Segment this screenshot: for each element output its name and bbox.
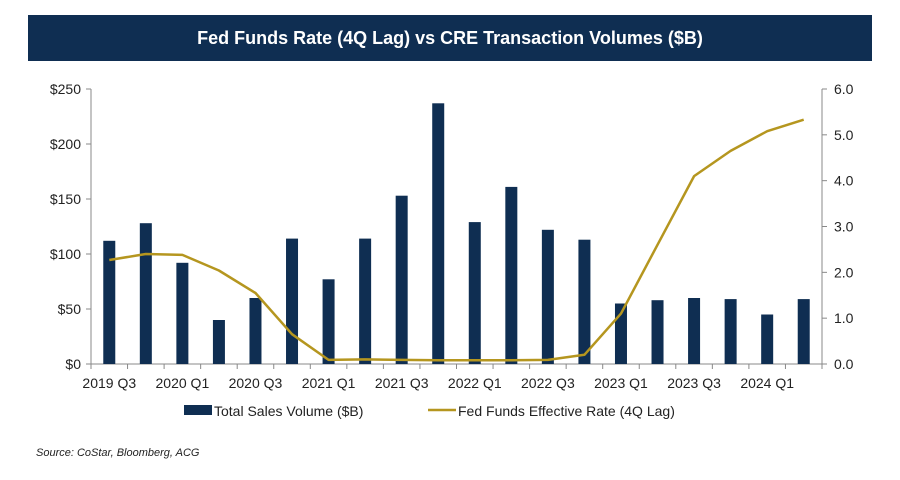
bar-total-sales-volume [176, 262, 189, 364]
bar-total-sales-volume [359, 238, 372, 364]
legend-swatch-total-sales-volume [184, 405, 212, 415]
source-note: Source: CoStar, Bloomberg, ACG [36, 447, 200, 459]
x-tick-label: 2022 Q1 [448, 375, 502, 391]
x-tick-label: 2024 Q1 [740, 375, 794, 391]
bar-total-sales-volume [505, 186, 518, 364]
x-tick-label: 2023 Q3 [667, 375, 721, 391]
x-tick-label: 2021 Q1 [302, 375, 356, 391]
y-left-tick-label: $100 [50, 246, 81, 262]
legend-label-total-sales-volume: Total Sales Volume ($B) [214, 403, 363, 419]
bar-total-sales-volume [651, 300, 664, 364]
x-tick-label: 2023 Q1 [594, 375, 648, 391]
y-right-tick-label: 3.0 [834, 219, 854, 235]
x-tick-label: 2019 Q3 [82, 375, 136, 391]
y-right-tick-label: 0.0 [834, 356, 854, 372]
bar-total-sales-volume [724, 299, 737, 364]
bar-total-sales-volume [286, 238, 299, 364]
y-left-tick-label: $150 [50, 191, 81, 207]
bar-total-sales-volume [432, 103, 445, 365]
bar-total-sales-volume [797, 299, 810, 364]
y-left-tick-label: $50 [58, 301, 82, 317]
bar-total-sales-volume [212, 320, 225, 364]
y-right-tick-label: 4.0 [834, 173, 854, 189]
x-tick-label: 2020 Q1 [156, 375, 210, 391]
x-tick-label: 2021 Q3 [375, 375, 429, 391]
bar-total-sales-volume [761, 314, 774, 364]
bar-total-sales-volume [249, 298, 262, 364]
bar-total-sales-volume [468, 222, 481, 364]
bar-total-sales-volume [688, 298, 701, 364]
y-right-tick-label: 1.0 [834, 310, 854, 326]
x-tick-label: 2022 Q3 [521, 375, 575, 391]
legend-label-fed-funds-rate: Fed Funds Effective Rate (4Q Lag) [458, 403, 675, 419]
y-right-tick-label: 6.0 [834, 81, 854, 97]
y-left-tick-label: $0 [65, 356, 81, 372]
bar-total-sales-volume [541, 229, 554, 364]
line-fed-funds-rate [109, 118, 805, 362]
y-left-tick-label: $250 [50, 81, 81, 97]
x-tick-label: 2020 Q3 [229, 375, 283, 391]
bar-total-sales-volume [322, 279, 335, 364]
bar-total-sales-volume [103, 240, 116, 364]
y-left-tick-label: $200 [50, 136, 81, 152]
y-right-tick-label: 5.0 [834, 127, 854, 143]
y-right-tick-label: 2.0 [834, 264, 854, 280]
bar-total-sales-volume [395, 195, 408, 364]
bar-total-sales-volume [139, 223, 152, 364]
chart-title: Fed Funds Rate (4Q Lag) vs CRE Transacti… [28, 15, 872, 61]
bar-total-sales-volume [578, 239, 591, 364]
